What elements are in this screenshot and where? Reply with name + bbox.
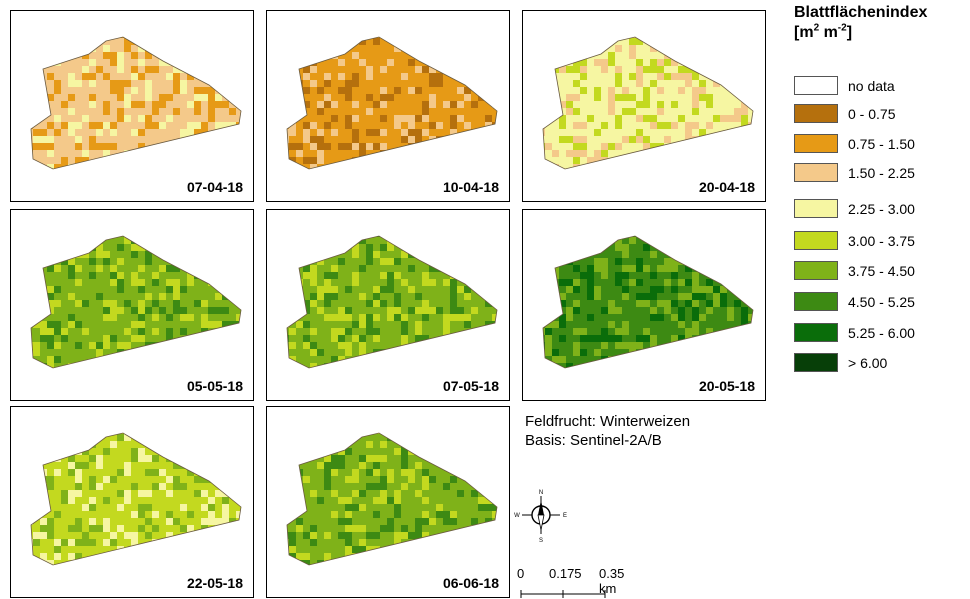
legend-swatch	[794, 134, 838, 153]
panel-date: 20-05-18	[699, 378, 755, 394]
legend-swatch	[794, 76, 838, 95]
field-map	[11, 210, 255, 402]
legend-swatch	[794, 163, 838, 182]
panel-date: 20-04-18	[699, 179, 755, 195]
map-panel: 10-04-18	[266, 10, 510, 202]
field-map	[11, 11, 255, 203]
legend-label: 3.00 - 3.75	[848, 233, 915, 249]
field-map	[523, 210, 767, 402]
legend-swatch	[794, 292, 838, 311]
map-panel: 20-04-18	[522, 10, 766, 202]
map-panel: 07-04-18	[10, 10, 254, 202]
compass-south: S	[539, 538, 543, 544]
crop-label: Feldfrucht: Winterweizen	[525, 413, 690, 430]
map-panel: 06-06-18	[266, 406, 510, 598]
map-panel: 07-05-18	[266, 209, 510, 401]
legend-label: 0.75 - 1.50	[848, 136, 915, 152]
compass-north: N	[539, 490, 543, 496]
panel-date: 22-05-18	[187, 575, 243, 591]
legend-label: 4.50 - 5.25	[848, 294, 915, 310]
basis-label: Basis: Sentinel-2A/B	[525, 432, 662, 449]
compass-west: W	[514, 513, 520, 519]
field-map	[267, 210, 511, 402]
legend-swatch	[794, 104, 838, 123]
legend-label: 1.50 - 2.25	[848, 165, 915, 181]
map-panel: 05-05-18	[10, 209, 254, 401]
legend-unit: [m2 m-2]	[794, 24, 852, 42]
map-panel: 20-05-18	[522, 209, 766, 401]
field-map	[267, 407, 511, 599]
legend-label: 0 - 0.75	[848, 106, 895, 122]
panel-date: 07-05-18	[443, 378, 499, 394]
panel-date: 10-04-18	[443, 179, 499, 195]
legend-label: 5.25 - 6.00	[848, 325, 915, 341]
field-map	[11, 407, 255, 599]
panel-date: 07-04-18	[187, 179, 243, 195]
legend-swatch	[794, 231, 838, 250]
legend-label: 3.75 - 4.50	[848, 263, 915, 279]
legend-label: 2.25 - 3.00	[848, 201, 915, 217]
panel-date: 05-05-18	[187, 378, 243, 394]
map-panel: 22-05-18	[10, 406, 254, 598]
legend-swatch	[794, 353, 838, 372]
legend-swatch	[794, 323, 838, 342]
scale-bar: 0 0.175 0.35 km	[515, 566, 645, 598]
field-map	[267, 11, 511, 203]
legend-label: no data	[848, 78, 895, 94]
panel-date: 06-06-18	[443, 575, 499, 591]
field-map	[523, 11, 767, 203]
legend-swatch	[794, 261, 838, 280]
legend-swatch	[794, 199, 838, 218]
legend-title: Blattflächenindex	[794, 4, 927, 22]
legend-label: > 6.00	[848, 355, 887, 371]
compass-east: E	[563, 513, 567, 519]
compass-icon: N S E W	[512, 486, 570, 544]
